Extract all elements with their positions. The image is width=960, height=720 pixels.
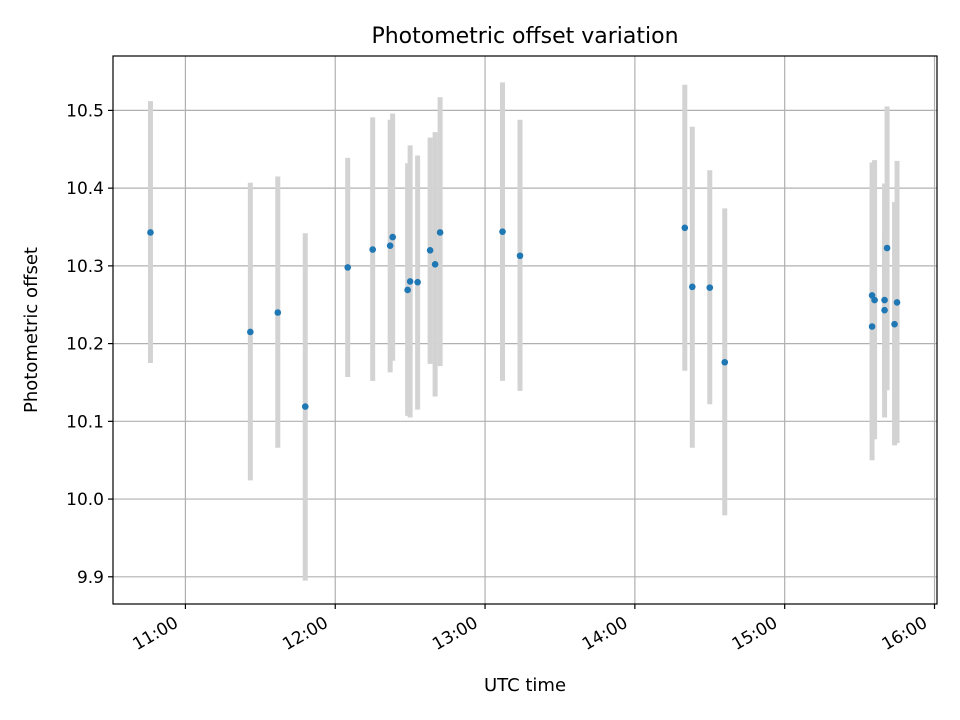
data-point	[681, 224, 689, 232]
data-point	[369, 246, 376, 253]
chart-title: Photometric offset variation	[371, 24, 678, 49]
data-point	[883, 244, 891, 252]
data-point	[426, 247, 434, 254]
data-point	[386, 242, 394, 249]
plot-frame	[112, 55, 938, 605]
data-point	[344, 264, 352, 271]
data-point	[404, 286, 411, 294]
y-axis-label: Photometric offset	[21, 247, 42, 413]
data-point	[301, 403, 309, 410]
data-point	[147, 229, 154, 236]
data-point	[891, 320, 898, 328]
y-tick-label: 10.0	[66, 490, 104, 510]
data-point	[706, 284, 714, 291]
data-point	[389, 233, 396, 241]
y-tick-label: 10.2	[66, 335, 104, 355]
data-point	[893, 299, 901, 306]
y-tick-label: 10.5	[66, 101, 104, 121]
data-point	[431, 261, 439, 268]
data-point	[247, 328, 254, 336]
data-point	[406, 278, 414, 285]
data-point	[881, 296, 888, 304]
data-point	[516, 252, 524, 260]
data-point	[436, 229, 444, 236]
data-point	[688, 283, 696, 291]
data-point	[499, 228, 506, 235]
y-tick-label: 10.1	[66, 412, 104, 432]
y-tick-label: 9.9	[77, 568, 104, 588]
y-tick-label: 10.3	[66, 257, 104, 277]
data-point	[868, 323, 876, 330]
data-points	[147, 224, 901, 410]
data-point	[274, 309, 282, 316]
y-tick-label: 10.4	[66, 179, 104, 199]
data-point	[414, 278, 421, 286]
data-point	[721, 358, 729, 366]
data-point	[871, 296, 878, 304]
data-point	[881, 306, 888, 314]
x-axis-label: UTC time	[484, 675, 566, 696]
